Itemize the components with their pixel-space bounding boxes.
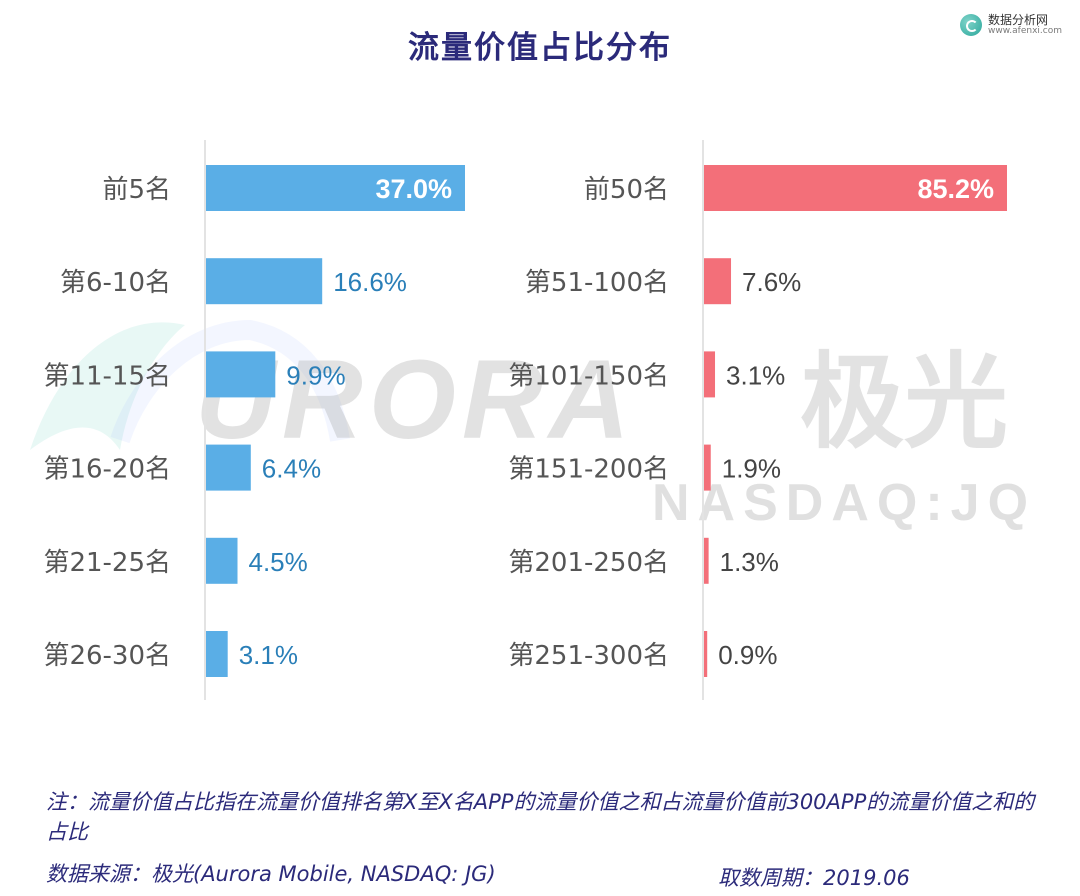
logo-name: 数据分析网: [988, 13, 1049, 27]
left-bar-1: [206, 258, 323, 305]
left-category-label-4: 第21-25名: [43, 548, 171, 578]
data-source: 数据来源：极光(Aurora Mobile, NASDAQ: JG): [46, 862, 496, 886]
right-bar-5: [704, 631, 708, 677]
site-logo[interactable]: 数据分析网 www.afenxi.com: [960, 13, 1062, 37]
left-value-label-3: 6.4%: [262, 454, 321, 484]
svg-text:极光: 极光: [800, 341, 1008, 463]
right-category-label-2: 第101-150名: [508, 361, 669, 391]
right-value-label-1: 7.6%: [742, 267, 801, 297]
left-value-label-4: 4.5%: [249, 547, 308, 577]
right-value-label-5: 0.9%: [718, 640, 777, 670]
right-category-label-1: 第51-100名: [525, 268, 669, 298]
left-bar-3: [206, 444, 251, 491]
right-value-label-4: 1.3%: [720, 547, 779, 577]
left-category-label-1: 第6-10名: [60, 268, 171, 298]
logo-url: www.afenxi.com: [988, 25, 1062, 36]
left-category-label-2: 第11-15名: [43, 361, 171, 391]
right-bar-1: [704, 258, 732, 305]
svg-text:NASDAQ:JQ: NASDAQ:JQ: [652, 474, 1036, 532]
right-bar-3: [704, 444, 711, 491]
right-bar-0: [704, 165, 1007, 211]
right-value-label-2: 3.1%: [726, 360, 785, 390]
left-value-label-2: 9.9%: [286, 360, 345, 390]
left-value-label-0: 37.0%: [375, 174, 452, 204]
left-bar-5: [206, 631, 228, 677]
right-category-label-4: 第201-250名: [508, 548, 669, 578]
left-category-label-5: 第26-30名: [43, 641, 171, 671]
right-category-label-0: 前50名: [584, 175, 669, 205]
right-category-label-5: 第251-300名: [508, 641, 669, 671]
right-category-label-3: 第151-200名: [508, 455, 669, 485]
left-category-label-3: 第16-20名: [43, 455, 171, 485]
footnote: 注：流量价值占比指在流量价值排名第X至X名APP的流量价值之和占流量价值前300…: [46, 790, 1035, 844]
data-period: 取数周期：2019.06: [718, 866, 910, 890]
left-bar-4: [206, 537, 238, 584]
left-bar-0: [206, 165, 465, 211]
right-bar-4: [704, 537, 709, 584]
right-bar-2: [704, 351, 716, 398]
right-value-label-0: 85.2%: [917, 174, 994, 204]
right-value-label-3: 1.9%: [722, 454, 781, 484]
left-category-label-0: 前5名: [102, 175, 171, 205]
left-value-label-5: 3.1%: [239, 640, 298, 670]
left-value-label-1: 16.6%: [333, 267, 407, 297]
chart-title: 流量价值占比分布: [408, 30, 672, 66]
logo-mark-icon: [960, 14, 983, 37]
left-bar-2: [206, 351, 276, 398]
